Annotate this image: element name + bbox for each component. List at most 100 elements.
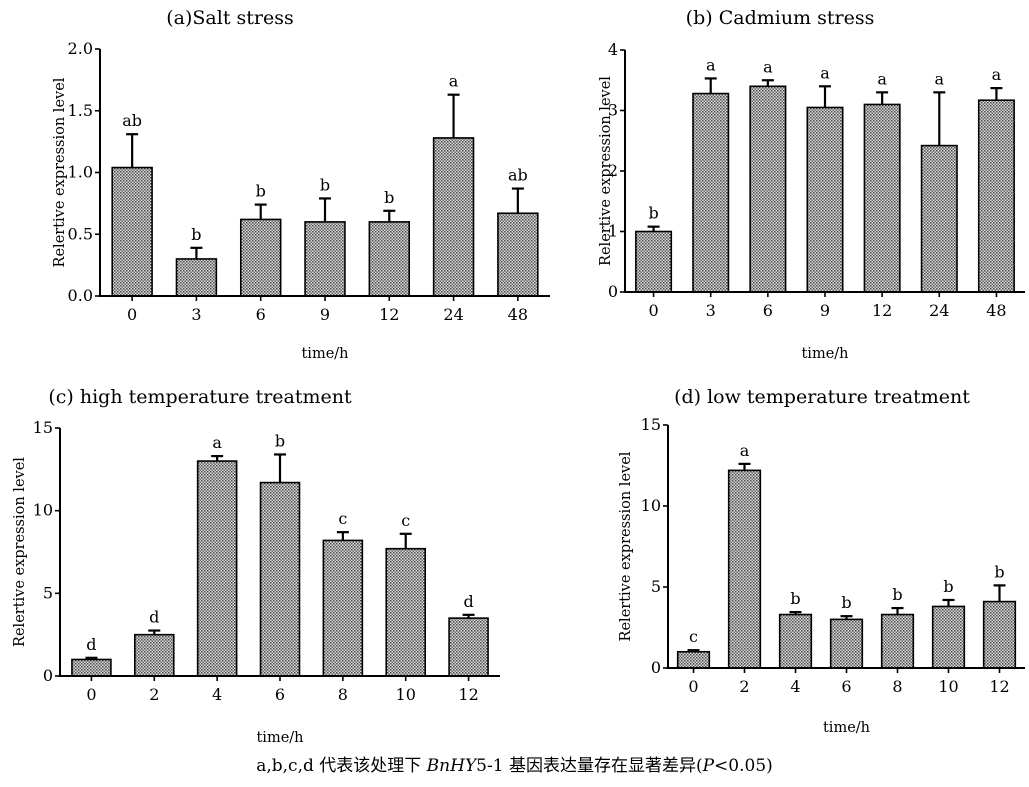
significance-label: b bbox=[892, 585, 902, 604]
bar bbox=[497, 212, 539, 297]
chart-panel-1: ab b b b b a ab 0.0 0.5 1.0 1.5 2.0 0 3 6 9 12 24 48 Relert… bbox=[52, 7, 550, 362]
y-tick-label: 2.0 bbox=[68, 39, 93, 58]
significance-label: b bbox=[191, 225, 201, 244]
significance-label: d bbox=[86, 635, 96, 654]
bar bbox=[692, 92, 730, 293]
x-tick-label: 10 bbox=[396, 685, 416, 704]
chart-panel-4: c a b b b b b 0 5 10 15 0 2 4 6 8 10 12 Relertive expressi… bbox=[618, 386, 1025, 736]
bar bbox=[931, 605, 966, 669]
bar bbox=[727, 469, 762, 669]
significance-label: a bbox=[820, 63, 830, 82]
x-tick-label: 12 bbox=[872, 301, 892, 320]
bar bbox=[749, 85, 787, 293]
y-tick-label: 5 bbox=[651, 577, 661, 596]
caption-gene-suffix: 5-1 基因表达量存在显著差异( bbox=[476, 756, 703, 776]
x-tick-label: 8 bbox=[338, 685, 348, 704]
bar bbox=[239, 218, 282, 297]
significance-label: a bbox=[877, 69, 887, 88]
panel-title: (a)Salt stress bbox=[166, 7, 293, 29]
significance-label: b bbox=[648, 204, 658, 223]
bar bbox=[829, 618, 864, 669]
y-axis-title: Relertive expression level bbox=[598, 76, 614, 266]
bar bbox=[880, 613, 915, 669]
x-tick-label: 3 bbox=[706, 301, 716, 320]
significance-label: b bbox=[841, 593, 851, 612]
x-tick-label: 48 bbox=[508, 305, 528, 324]
y-tick-label: 10 bbox=[641, 496, 661, 515]
bar bbox=[368, 221, 411, 297]
bar bbox=[977, 99, 1015, 293]
y-axis-title: Relertive expression level bbox=[52, 77, 68, 267]
significance-label: a bbox=[935, 69, 945, 88]
x-tick-label: 0 bbox=[86, 685, 96, 704]
significance-label: a bbox=[449, 72, 459, 91]
bar bbox=[304, 221, 346, 297]
x-tick-label: 3 bbox=[191, 305, 201, 324]
x-tick-label: 48 bbox=[986, 301, 1006, 320]
significance-label: ab bbox=[122, 111, 142, 130]
significance-label: b bbox=[256, 182, 266, 201]
y-tick-label: 0 bbox=[43, 666, 53, 685]
x-tick-label: 12 bbox=[989, 677, 1009, 696]
significance-label: b bbox=[994, 562, 1004, 581]
y-tick-label: 15 bbox=[641, 415, 661, 434]
x-axis-title: time/h bbox=[301, 346, 348, 362]
bar bbox=[635, 230, 673, 293]
y-tick-label: 0.5 bbox=[68, 224, 93, 243]
y-tick-label: 0 bbox=[651, 658, 661, 677]
bar bbox=[448, 617, 489, 677]
y-tick-label: 1.0 bbox=[68, 163, 93, 182]
significance-label: a bbox=[992, 65, 1002, 84]
x-tick-label: 8 bbox=[892, 677, 902, 696]
y-tick-label: 1 bbox=[608, 222, 618, 241]
significance-label: a bbox=[706, 55, 716, 74]
significance-label: a bbox=[212, 433, 222, 452]
bar bbox=[385, 547, 427, 677]
y-tick-label: 3 bbox=[608, 101, 618, 120]
x-tick-label: 4 bbox=[790, 677, 800, 696]
significance-label: c bbox=[338, 509, 347, 528]
figure-caption: a,b,c,d 代表该处理下 BnHY5-1 基因表达量存在显著差异(P<0.0… bbox=[0, 751, 1029, 776]
x-tick-label: 2 bbox=[739, 677, 749, 696]
bar bbox=[111, 166, 153, 297]
significance-label: b bbox=[943, 577, 953, 596]
x-tick-label: 0 bbox=[127, 305, 137, 324]
x-tick-label: 2 bbox=[149, 685, 159, 704]
bar bbox=[71, 658, 112, 677]
bar bbox=[863, 103, 901, 293]
y-tick-label: 10 bbox=[33, 501, 53, 520]
x-axis-title: time/h bbox=[256, 730, 303, 746]
panel-title: (b) Cadmium stress bbox=[686, 7, 875, 29]
bar bbox=[322, 539, 364, 677]
significance-label: b bbox=[275, 431, 285, 450]
bar bbox=[778, 613, 813, 669]
y-tick-label: 5 bbox=[43, 583, 53, 602]
bar bbox=[806, 106, 844, 293]
x-tick-label: 6 bbox=[763, 301, 773, 320]
x-axis-title: time/h bbox=[801, 346, 848, 362]
x-tick-label: 9 bbox=[320, 305, 330, 324]
y-tick-label: 4 bbox=[608, 40, 618, 59]
y-tick-label: 15 bbox=[33, 418, 53, 437]
y-tick-label: 1.5 bbox=[68, 101, 93, 120]
bar bbox=[259, 481, 301, 677]
x-tick-label: 24 bbox=[929, 301, 949, 320]
significance-label: d bbox=[463, 592, 473, 611]
x-tick-label: 6 bbox=[256, 305, 266, 324]
x-tick-label: 10 bbox=[938, 677, 958, 696]
y-tick-label: 0 bbox=[608, 282, 618, 301]
significance-label: c bbox=[401, 511, 410, 530]
bar bbox=[175, 258, 218, 297]
x-tick-label: 6 bbox=[841, 677, 851, 696]
significance-label: c bbox=[689, 627, 698, 646]
x-tick-label: 4 bbox=[212, 685, 222, 704]
caption-p-suffix: <0.05) bbox=[714, 756, 773, 776]
x-tick-label: 12 bbox=[458, 685, 478, 704]
x-tick-label: 12 bbox=[379, 305, 399, 324]
significance-label: b bbox=[790, 589, 800, 608]
bar bbox=[134, 633, 175, 677]
caption-prefix: a,b,c,d 代表该处理下 bbox=[256, 756, 427, 776]
